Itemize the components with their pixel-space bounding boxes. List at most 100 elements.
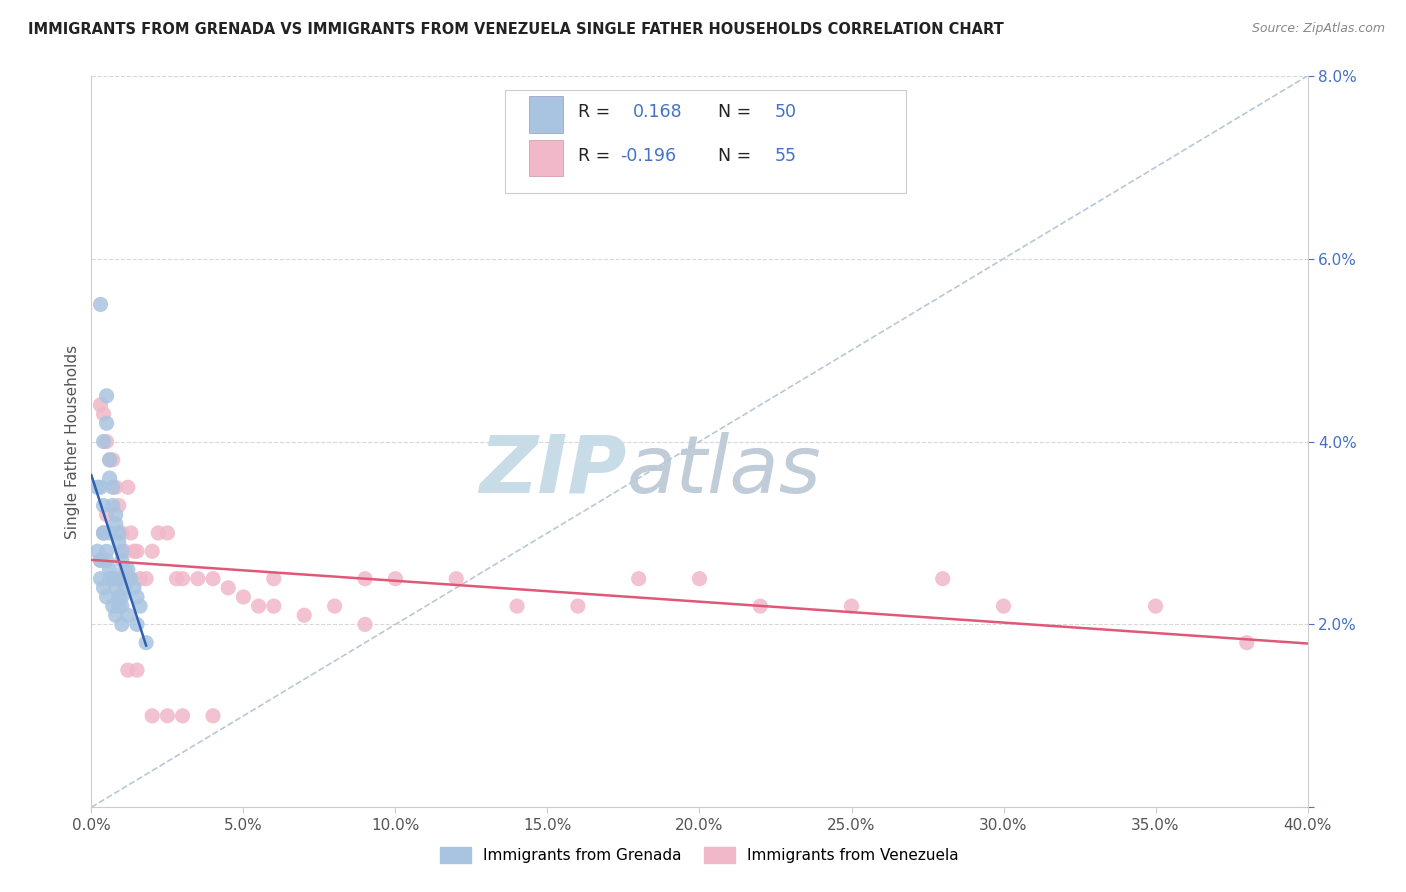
Point <box>129 572 152 586</box>
Point <box>135 635 157 649</box>
Point <box>96 434 118 449</box>
Point <box>232 590 254 604</box>
Point <box>323 599 346 614</box>
Text: 50: 50 <box>775 103 797 121</box>
Point <box>1236 635 1258 649</box>
Point <box>104 516 127 531</box>
Point <box>117 608 139 623</box>
Point <box>104 572 127 586</box>
Point <box>114 581 136 595</box>
Point <box>98 471 121 485</box>
Legend: Immigrants from Grenada, Immigrants from Venezuela: Immigrants from Grenada, Immigrants from… <box>434 841 965 869</box>
Text: N =: N = <box>717 103 756 121</box>
Point <box>98 563 121 577</box>
Point <box>384 572 406 586</box>
Point <box>107 590 129 604</box>
Text: -0.196: -0.196 <box>620 147 676 165</box>
Point <box>93 581 115 595</box>
Point <box>107 526 129 541</box>
Point <box>89 553 111 567</box>
Point <box>993 599 1015 614</box>
Bar <box>529 140 564 177</box>
Point <box>187 572 209 586</box>
Point <box>117 572 139 586</box>
Point <box>101 572 124 586</box>
Point <box>101 453 124 467</box>
Point <box>96 389 118 403</box>
Point <box>749 599 772 614</box>
Point <box>101 572 124 586</box>
Point <box>125 663 148 677</box>
Point <box>120 526 142 541</box>
Point <box>931 572 953 586</box>
Point <box>104 508 127 522</box>
Point <box>93 434 115 449</box>
Point <box>135 572 157 586</box>
Point <box>96 416 118 431</box>
Point <box>101 480 124 494</box>
Point <box>86 544 108 558</box>
Point <box>89 297 111 311</box>
Point <box>567 599 589 614</box>
Point <box>98 572 121 586</box>
Point <box>141 708 163 723</box>
Point <box>111 553 134 567</box>
Point <box>114 544 136 558</box>
Bar <box>529 96 564 133</box>
Point <box>129 599 152 614</box>
Point <box>107 535 129 549</box>
Point <box>354 617 377 632</box>
Point <box>93 499 115 513</box>
Point <box>444 572 467 586</box>
Point <box>104 572 127 586</box>
Point <box>101 599 124 614</box>
Point <box>148 526 170 541</box>
Point <box>98 526 121 541</box>
Point <box>202 708 225 723</box>
Point <box>122 544 145 558</box>
Point <box>156 708 179 723</box>
Point <box>122 581 145 595</box>
Point <box>96 508 118 522</box>
Point <box>1144 599 1167 614</box>
Point <box>263 599 285 614</box>
Point <box>89 480 111 494</box>
Point <box>292 608 315 623</box>
Point <box>111 544 134 558</box>
Text: R =: R = <box>578 147 616 165</box>
Point <box>117 663 139 677</box>
Point <box>107 499 129 513</box>
Point <box>98 453 121 467</box>
Point <box>141 544 163 558</box>
Text: 0.168: 0.168 <box>633 103 682 121</box>
Text: Source: ZipAtlas.com: Source: ZipAtlas.com <box>1251 22 1385 36</box>
Point <box>202 572 225 586</box>
Point <box>120 572 142 586</box>
Point <box>111 572 134 586</box>
Point <box>172 572 194 586</box>
Point <box>111 599 134 614</box>
Point <box>506 599 529 614</box>
Point <box>98 453 121 467</box>
FancyBboxPatch shape <box>505 90 907 193</box>
Point <box>841 599 863 614</box>
Text: ZIP: ZIP <box>479 432 627 510</box>
Point <box>89 398 111 412</box>
Y-axis label: Single Father Households: Single Father Households <box>65 344 80 539</box>
Point <box>111 526 134 541</box>
Point <box>125 544 148 558</box>
Point <box>114 563 136 577</box>
Text: IMMIGRANTS FROM GRENADA VS IMMIGRANTS FROM VENEZUELA SINGLE FATHER HOUSEHOLDS CO: IMMIGRANTS FROM GRENADA VS IMMIGRANTS FR… <box>28 22 1004 37</box>
Point <box>96 553 118 567</box>
Text: N =: N = <box>717 147 756 165</box>
Point <box>86 480 108 494</box>
Text: atlas: atlas <box>627 432 821 510</box>
Point <box>104 581 127 595</box>
Point <box>104 480 127 494</box>
Point <box>263 572 285 586</box>
Point <box>93 526 115 541</box>
Point <box>93 526 115 541</box>
Text: 55: 55 <box>775 147 797 165</box>
Point <box>89 572 111 586</box>
Point <box>166 572 188 586</box>
